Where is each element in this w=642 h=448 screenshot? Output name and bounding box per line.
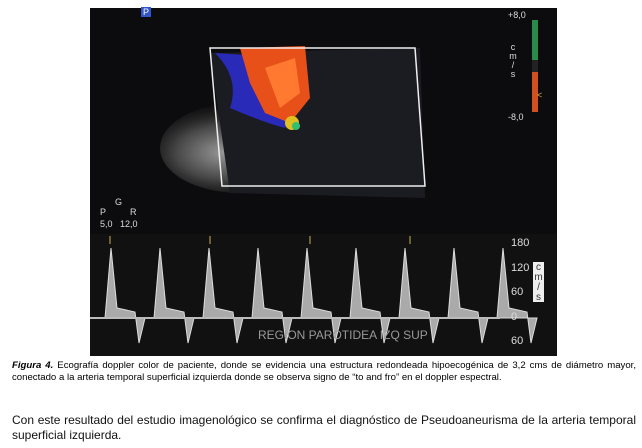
caption-label: Figura 4.	[12, 360, 54, 371]
spectral-tick: 180	[511, 237, 530, 249]
spectral-overlay: REGION PAROTIDEA IZQ SUP	[258, 328, 428, 342]
probe-p: P	[100, 207, 107, 217]
probe-right: 12,0	[120, 219, 138, 229]
probe-g: G	[115, 197, 123, 207]
probe-left: 5,0	[100, 219, 113, 229]
scale-bottom: -8,0	[508, 112, 524, 122]
scale-unit: cm/s	[508, 42, 518, 78]
caption-text: Ecografía doppler color de paciente, don…	[12, 360, 636, 383]
spectral-tick: 0	[511, 310, 518, 323]
caption: Figura 4. Ecografía doppler color de pac…	[12, 360, 636, 384]
ultrasound-image	[90, 8, 557, 356]
scale-top: +8,0	[508, 10, 526, 20]
paragraph: Con este resultado del estudio imagenoló…	[12, 413, 636, 442]
spectral-unit: cm/s	[533, 262, 544, 302]
marker: P	[141, 7, 152, 17]
spectral-tick: 60	[511, 286, 524, 298]
spectral-tick: 120	[511, 261, 530, 274]
waveform	[496, 247, 538, 344]
pointer: <	[537, 90, 543, 100]
spectral-tick: 60	[511, 335, 524, 347]
probe-r: R	[130, 207, 137, 217]
